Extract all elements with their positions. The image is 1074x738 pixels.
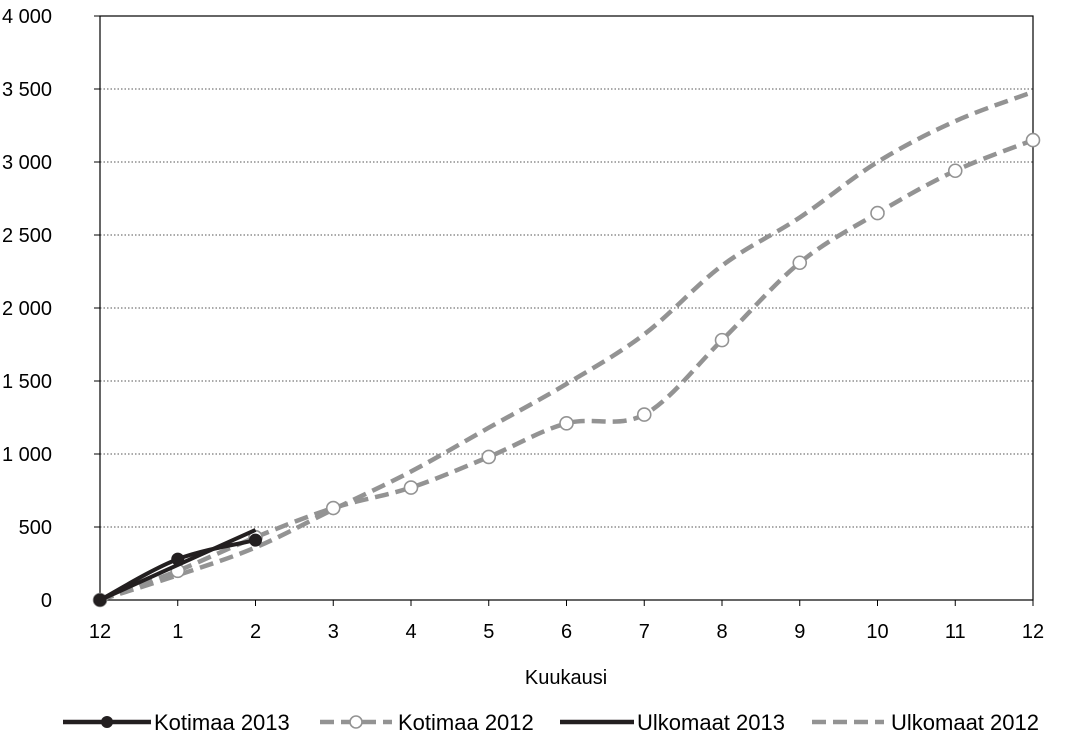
data-point [249,533,262,547]
legend-marker [101,716,113,728]
legend-label: Ulkomaat 2013 [637,710,785,735]
data-point [171,552,185,566]
x-axis: 12 1 2 3 4 5 6 7 8 9 10 11 12 [89,600,1044,643]
series-lines [92,89,1041,608]
y-tick-label: 3 500 [2,79,52,101]
data-point [403,480,419,495]
x-tick-label: 6 [561,621,572,643]
data-point [1025,132,1041,148]
x-tick-label: 12 [1022,621,1044,643]
y-tick-label: 500 [19,517,52,539]
x-tick-label: 2 [250,621,261,643]
x-tick-label: 10 [866,621,888,643]
data-point [325,500,341,516]
data-point [559,416,574,431]
x-tick-label: 3 [328,621,339,643]
legend: Kotimaa 2013 Kotimaa 2012 Ulkomaat 2013 Ulk… [63,710,1039,735]
y-tick-label: 1 000 [2,444,52,466]
data-point [792,255,808,271]
x-axis-title: Kuukausi [525,667,607,689]
legend-label: Ulkomaat 2012 [891,710,1039,735]
x-tick-label: 7 [639,621,650,643]
y-axis: 0 500 1 000 1 500 2 000 2 500 3 000 3 500 4 000 [2,6,100,612]
x-tick-label: 12 [89,621,111,643]
series-line-kotimaa-2012 [99,138,1034,603]
x-tick-label: 4 [405,621,416,643]
y-tick-label: 2 000 [2,298,52,320]
data-point [636,407,652,422]
x-tick-label: 1 [172,621,183,643]
data-point [947,163,963,179]
data-point [93,593,107,607]
legend-marker [349,715,363,729]
y-tick-label: 2 500 [2,225,52,247]
y-tick-label: 0 [41,590,52,612]
data-point [714,332,730,348]
y-tick-label: 1 500 [2,371,52,393]
series-line-ulkomaat-2012 [99,89,1034,603]
legend-label: Kotimaa 2012 [398,710,534,735]
x-tick-label: 11 [945,621,966,643]
data-point [481,449,497,465]
data-point [870,205,885,221]
gridlines [100,88,1033,528]
y-tick-label: 3 000 [2,152,52,174]
x-tick-label: 8 [716,621,727,643]
legend-label: Kotimaa 2013 [154,710,290,735]
x-tick-label: 5 [483,621,494,643]
x-tick-label: 9 [794,621,805,643]
y-tick-label: 4 000 [2,6,52,28]
